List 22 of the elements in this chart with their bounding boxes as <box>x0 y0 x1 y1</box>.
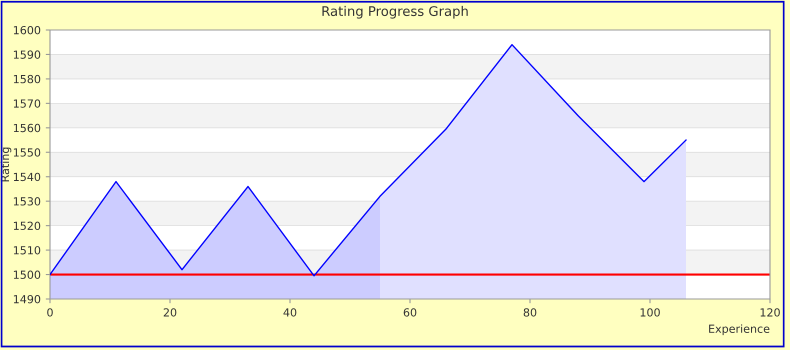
y-tick-label: 1600 <box>14 26 40 34</box>
x-tick-label: 60 <box>404 308 416 317</box>
x-tick-label: 40 <box>283 308 296 317</box>
y-tick-label: 1550 <box>14 148 40 157</box>
x-axis-title: Experience <box>709 324 770 336</box>
x-tick-label: 80 <box>524 308 536 317</box>
y-tick-label: 1530 <box>14 197 40 206</box>
chart-title: Rating Progress Graph <box>322 6 468 19</box>
x-tick-label: 20 <box>164 308 176 317</box>
line-series <box>50 44 687 276</box>
y-tick-label: 1590 <box>14 50 40 59</box>
y-tick-label: 1510 <box>14 246 40 254</box>
x-tick-label: 120 <box>760 308 780 317</box>
y-tick-label: 1500 <box>14 270 40 279</box>
y-tick-label: 1520 <box>14 222 40 230</box>
x-tick-label: 0 <box>47 308 53 317</box>
y-tick-label: 1570 <box>14 99 40 108</box>
y-tick-label: 1540 <box>14 172 40 182</box>
y-tick-label: 1490 <box>14 294 40 304</box>
y-tick-label: 1560 <box>14 124 40 132</box>
x-tick-label: 100 <box>640 308 660 317</box>
y-tick-label: 1580 <box>14 74 40 84</box>
